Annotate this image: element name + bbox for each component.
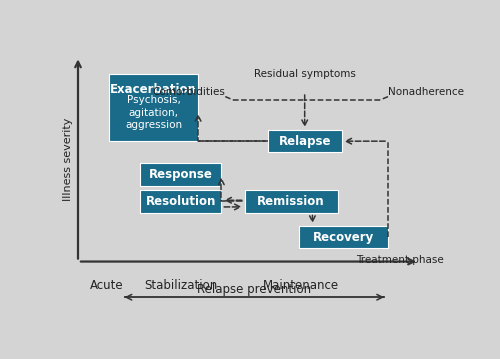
Text: Exacerbation: Exacerbation: [110, 83, 197, 96]
FancyBboxPatch shape: [268, 130, 342, 152]
Text: Illness severity: Illness severity: [64, 117, 74, 201]
Text: Nonadherence: Nonadherence: [388, 87, 464, 97]
FancyBboxPatch shape: [109, 74, 198, 141]
Text: Residual symptoms: Residual symptoms: [254, 69, 356, 79]
Text: Recovery: Recovery: [313, 230, 374, 243]
Text: Relapse prevention: Relapse prevention: [197, 283, 312, 296]
FancyBboxPatch shape: [244, 190, 338, 213]
Text: Treatment phase: Treatment phase: [356, 255, 444, 265]
Text: Response: Response: [149, 168, 212, 181]
FancyBboxPatch shape: [140, 163, 222, 186]
FancyBboxPatch shape: [299, 226, 388, 248]
Text: Maintenance: Maintenance: [263, 279, 339, 292]
Text: Relapse: Relapse: [278, 135, 331, 148]
Text: Acute: Acute: [90, 279, 124, 292]
Text: Stabilization: Stabilization: [144, 279, 218, 292]
FancyBboxPatch shape: [140, 190, 222, 213]
Text: Comorbidities: Comorbidities: [152, 87, 225, 97]
Text: Resolution: Resolution: [146, 195, 216, 208]
Text: Psychosis,
agitation,
aggression: Psychosis, agitation, aggression: [125, 95, 182, 130]
Text: Remission: Remission: [258, 195, 325, 208]
